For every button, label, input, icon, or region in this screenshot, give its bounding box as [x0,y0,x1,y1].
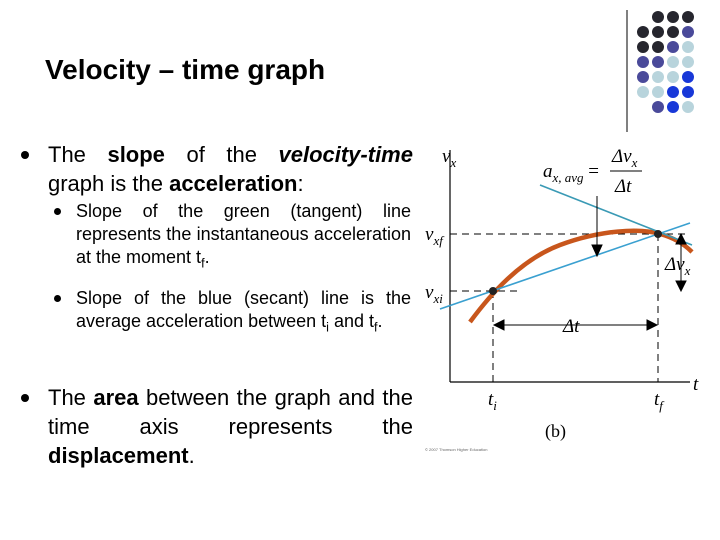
label-run: v [425,282,434,303]
label-run: x [631,155,638,170]
dot [667,71,679,83]
figure-label: Δvx [664,254,691,278]
dot [637,41,649,53]
arrows [492,170,687,331]
tangent-line [539,184,693,246]
point [489,287,497,295]
dot [637,86,649,98]
label-run: t [654,389,660,410]
dot [667,56,679,68]
label-run: i [493,398,497,413]
figure-label: vxi [425,282,443,306]
figure-label: ti [488,389,497,413]
decoration [637,11,694,113]
dot [682,41,694,53]
text-run: between the graph and the time axis repr… [48,385,413,439]
figure-label: © 2007 Thomson Higher Education [425,447,487,452]
text-run: . [204,247,210,267]
dot [652,26,664,38]
figure-label: Δt [562,316,580,337]
figure-label: vxf [425,224,445,248]
text-run: : [297,171,304,196]
text-run: displacement [48,443,189,468]
label-run: x [449,155,456,170]
text-run: f [374,320,378,335]
text-run: i [326,320,329,335]
dot [667,26,679,38]
bullet: The slope of the velocity-time graph is … [21,140,413,198]
dot [652,11,664,23]
text-run: . [377,311,383,331]
dot [667,101,679,113]
point [654,230,662,238]
text-run: slope [107,142,165,167]
figure-label: ax, avg = [543,161,599,185]
figure-label: Δt [614,176,632,197]
label-run: t [693,374,699,395]
bullet: Slope of the green (tangent) line repres… [54,200,411,276]
text-run: The [48,385,94,410]
bullet: Slope of the blue (secant) line is the a… [54,287,411,340]
label-run: = [584,161,599,182]
label-run: v [442,146,451,167]
text-run: area [93,385,139,410]
title: Velocity – time graph [45,54,326,85]
label-run: t [488,389,494,410]
dot [637,56,649,68]
dot [667,86,679,98]
label-run: Δt [562,316,580,337]
label-run: v [425,224,434,245]
bullet: The area between the graph and the time … [21,383,413,470]
secant-line [439,222,691,310]
dot [682,86,694,98]
figure-label: (b) [545,421,566,442]
label-run: xi [432,291,443,306]
text-run: and t [328,311,375,331]
text-run: acceleration [169,171,298,196]
dot [682,26,694,38]
label-run: xf [432,233,445,248]
label-run: x, avg [552,170,585,185]
axes [449,150,690,383]
label-run: (b) [545,421,566,442]
guides [450,233,690,382]
label-run: a [543,161,553,182]
dot [637,71,649,83]
dot [667,11,679,23]
dot [637,26,649,38]
figure-label: Δvx [611,146,638,170]
figure-label: tf [654,389,665,413]
text-run: The [48,142,108,167]
label-run: x [684,263,691,278]
text-run: Slope of the green (tangent) line repres… [76,201,411,267]
text-run: Slope of the blue (secant) line is the a… [76,288,411,331]
dot [682,101,694,113]
text-run: of the [164,142,279,167]
dot [652,56,664,68]
dot [682,11,694,23]
dot [652,101,664,113]
text-run: velocity-time [278,142,413,167]
figure-label: t [693,374,699,395]
dot [667,41,679,53]
label-run: f [659,398,665,413]
label-run: Δv [664,254,685,275]
label-run: Δv [611,146,632,167]
text-run: . [188,443,195,468]
curve [468,228,694,324]
text-run: graph is the [48,171,170,196]
dot [682,71,694,83]
label-run: © 2007 Thomson Higher Education [425,447,487,452]
dot [682,56,694,68]
dot [652,41,664,53]
dot [652,71,664,83]
figure-label: vx [442,146,456,170]
dot [652,86,664,98]
text-run: f [201,256,205,271]
label-run: Δt [614,176,632,197]
